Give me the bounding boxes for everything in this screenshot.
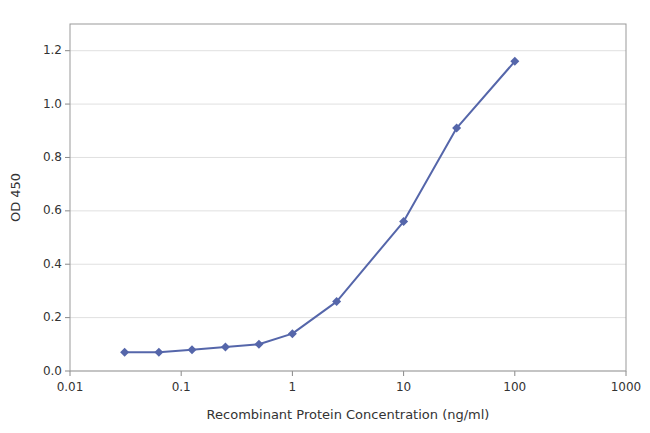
x-tick bbox=[292, 371, 293, 376]
grid-line bbox=[70, 50, 626, 51]
x-tick bbox=[626, 371, 627, 376]
y-tick-label: 1.0 bbox=[43, 97, 62, 111]
chart: 0.0 0.2 0.4 0.6 0.8 1.0 1.2 0.01 0.1 1 10 100 1000 Re… bbox=[0, 0, 650, 433]
marker bbox=[510, 57, 519, 66]
grid-line bbox=[70, 264, 626, 265]
plot-area bbox=[70, 24, 626, 371]
x-tick bbox=[181, 371, 182, 376]
x-tick-label: 1000 bbox=[611, 380, 642, 394]
line bbox=[125, 61, 515, 352]
marker bbox=[187, 345, 196, 354]
y-tick bbox=[65, 264, 70, 265]
y-tick-label: 1.2 bbox=[43, 43, 62, 57]
marker bbox=[254, 340, 263, 349]
y-tick-label: 0.2 bbox=[43, 310, 62, 324]
marker bbox=[399, 217, 408, 226]
x-tick-label: 10 bbox=[396, 380, 411, 394]
marker bbox=[332, 297, 341, 306]
y-tick bbox=[65, 371, 70, 372]
x-axis-label: Recombinant Protein Concentration (ng/ml… bbox=[207, 407, 490, 422]
grid-line bbox=[70, 157, 626, 158]
x-tick bbox=[70, 371, 71, 376]
y-tick bbox=[65, 50, 70, 51]
x-tick bbox=[514, 371, 515, 376]
y-tick-label: 0.6 bbox=[43, 203, 62, 217]
x-tick-label: 100 bbox=[503, 380, 526, 394]
x-tick-label: 0.1 bbox=[172, 380, 191, 394]
marker bbox=[452, 124, 461, 133]
marker bbox=[154, 348, 163, 357]
y-tick bbox=[65, 210, 70, 211]
marker bbox=[288, 329, 297, 338]
grid-line bbox=[70, 210, 626, 211]
y-tick bbox=[65, 104, 70, 105]
axes: 0.0 0.2 0.4 0.6 0.8 1.0 1.2 0.01 0.1 1 10 100 1000 bbox=[43, 24, 641, 394]
series bbox=[120, 57, 519, 357]
x-tick-label: 0.01 bbox=[57, 380, 84, 394]
y-tick bbox=[65, 157, 70, 158]
marker bbox=[120, 348, 129, 357]
grid bbox=[70, 51, 626, 371]
plot-frame bbox=[70, 24, 626, 371]
y-tick-label: 0.8 bbox=[43, 150, 62, 164]
grid-line bbox=[70, 317, 626, 318]
y-tick-label: 0.0 bbox=[43, 364, 62, 378]
marker bbox=[221, 342, 230, 351]
x-tick-label: 1 bbox=[289, 380, 297, 394]
x-tick bbox=[403, 371, 404, 376]
y-tick bbox=[65, 317, 70, 318]
y-axis-label: OD 450 bbox=[8, 173, 23, 222]
grid-line bbox=[70, 104, 626, 105]
y-tick-label: 0.4 bbox=[43, 257, 62, 271]
